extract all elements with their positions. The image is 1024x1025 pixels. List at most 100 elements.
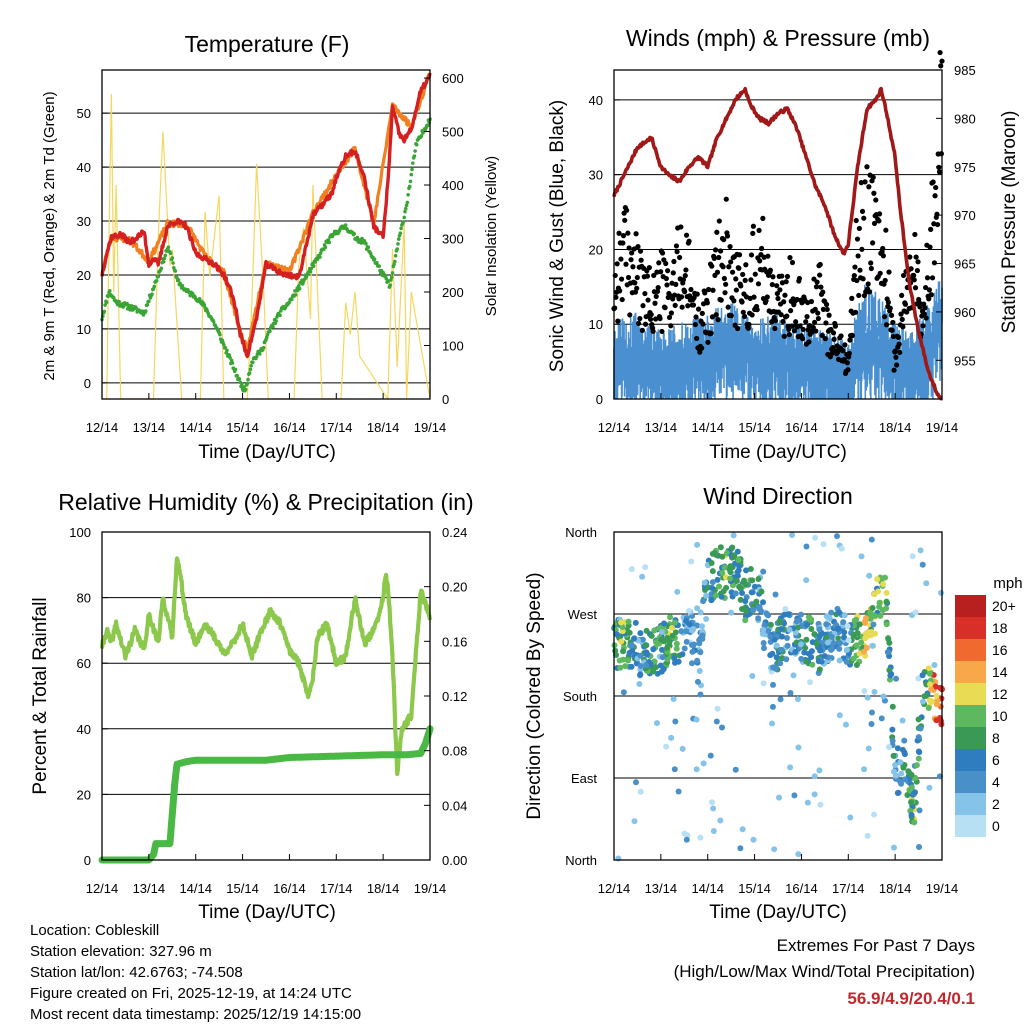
gust-point xyxy=(697,349,703,355)
gust-point xyxy=(849,332,856,339)
gust-point xyxy=(887,305,893,311)
gust-point xyxy=(740,309,746,315)
gust-point xyxy=(923,284,929,291)
direction-point xyxy=(794,695,801,702)
dewpoint-point xyxy=(355,235,360,240)
y-tick-label: 100 xyxy=(69,525,91,540)
direction-point xyxy=(673,640,680,647)
gust-point xyxy=(866,184,872,190)
direction-point xyxy=(871,591,878,598)
gust-point xyxy=(911,272,917,278)
direction-point xyxy=(803,636,810,643)
direction-point xyxy=(911,819,918,826)
dewpoint-point xyxy=(239,382,244,386)
direction-point xyxy=(909,553,916,560)
direction-point xyxy=(642,642,649,649)
gust-point xyxy=(668,323,674,329)
direction-point xyxy=(672,718,679,725)
x-tick-label: 18/14 xyxy=(367,881,400,896)
temperature-xlabel: Time (Day/UTC) xyxy=(198,442,336,463)
x-tick-label: 15/14 xyxy=(738,881,771,896)
y2-tick-label: 100 xyxy=(442,339,464,354)
y2-tick-label: 960 xyxy=(954,305,976,320)
direction-point xyxy=(736,583,743,590)
x-tick-label: 14/14 xyxy=(691,881,724,896)
direction-point xyxy=(671,619,678,626)
dewpoint-point xyxy=(343,223,348,227)
direction-point xyxy=(791,792,798,799)
direction-point xyxy=(785,611,792,618)
gust-point xyxy=(742,277,748,283)
direction-point xyxy=(787,690,794,697)
x-tick-label: 13/14 xyxy=(133,881,166,896)
dewpoint-point xyxy=(108,288,112,293)
direction-point xyxy=(843,646,850,653)
direction-point xyxy=(699,632,706,639)
gust-point xyxy=(813,328,819,334)
gust-point xyxy=(728,259,734,265)
gust-point xyxy=(620,240,626,246)
gust-point xyxy=(688,286,694,293)
dewpoint-point xyxy=(171,261,175,265)
direction-point xyxy=(632,619,639,626)
gust-point xyxy=(750,230,756,237)
direction-point xyxy=(760,568,767,575)
winds-ylabel2: Station Pressure (Maroon) xyxy=(999,111,1020,334)
direction-point xyxy=(648,632,655,639)
gust-point xyxy=(900,324,906,330)
direction-point xyxy=(664,644,671,651)
legend-swatch xyxy=(955,749,986,771)
gust-point xyxy=(823,301,830,308)
dewpoint-point xyxy=(247,371,252,375)
winds-y-ticks: 0 10 20 30 40 xyxy=(589,93,620,407)
gust-point xyxy=(908,266,914,272)
gust-point xyxy=(770,274,776,280)
dewpoint-point xyxy=(154,278,159,283)
direction-point xyxy=(763,610,770,617)
dewpoint-point xyxy=(159,266,164,271)
gust-point xyxy=(711,255,717,261)
direction-point xyxy=(716,583,723,590)
direction-point xyxy=(783,635,790,642)
gust-point xyxy=(623,261,629,267)
x-tick-label: 16/14 xyxy=(785,881,818,896)
gust-point xyxy=(693,314,699,320)
direction-point xyxy=(883,589,890,596)
direction-point xyxy=(882,574,889,581)
gust-point xyxy=(726,264,732,270)
x-tick-label: 17/14 xyxy=(320,420,353,435)
dewpoint-point xyxy=(411,161,415,165)
dewpoint-point xyxy=(274,319,278,323)
direction-point xyxy=(896,778,903,785)
dewpoint-point xyxy=(249,363,253,368)
dewpoint-point xyxy=(254,354,259,359)
dewpoint-point xyxy=(412,154,417,158)
gust-point xyxy=(708,330,714,336)
gust-point xyxy=(780,318,786,325)
gust-point xyxy=(644,273,651,279)
gust-point xyxy=(769,281,775,288)
direction-point xyxy=(845,637,852,644)
gust-point xyxy=(883,227,889,233)
direction-point xyxy=(906,769,913,776)
temperature-ylabel2: Solar Insolation (Yellow) xyxy=(483,156,500,316)
direction-point xyxy=(693,716,700,723)
gust-point xyxy=(651,272,657,279)
direction-point xyxy=(815,658,822,665)
direction-point xyxy=(916,807,923,814)
x-tick-label: 15/14 xyxy=(738,420,771,435)
direction-point xyxy=(770,664,777,671)
gust-point xyxy=(673,243,680,249)
direction-point xyxy=(727,569,734,576)
direction-point xyxy=(858,553,865,560)
direction-point xyxy=(767,633,774,640)
gust-point xyxy=(646,265,652,271)
gust-point xyxy=(929,275,936,281)
gust-point xyxy=(880,245,886,252)
direction-point xyxy=(684,832,691,839)
dewpoint-point xyxy=(318,255,322,259)
gust-point xyxy=(921,311,927,317)
legend-label: 16 xyxy=(992,642,1008,658)
direction-point xyxy=(899,717,906,724)
direction-point xyxy=(750,607,757,614)
